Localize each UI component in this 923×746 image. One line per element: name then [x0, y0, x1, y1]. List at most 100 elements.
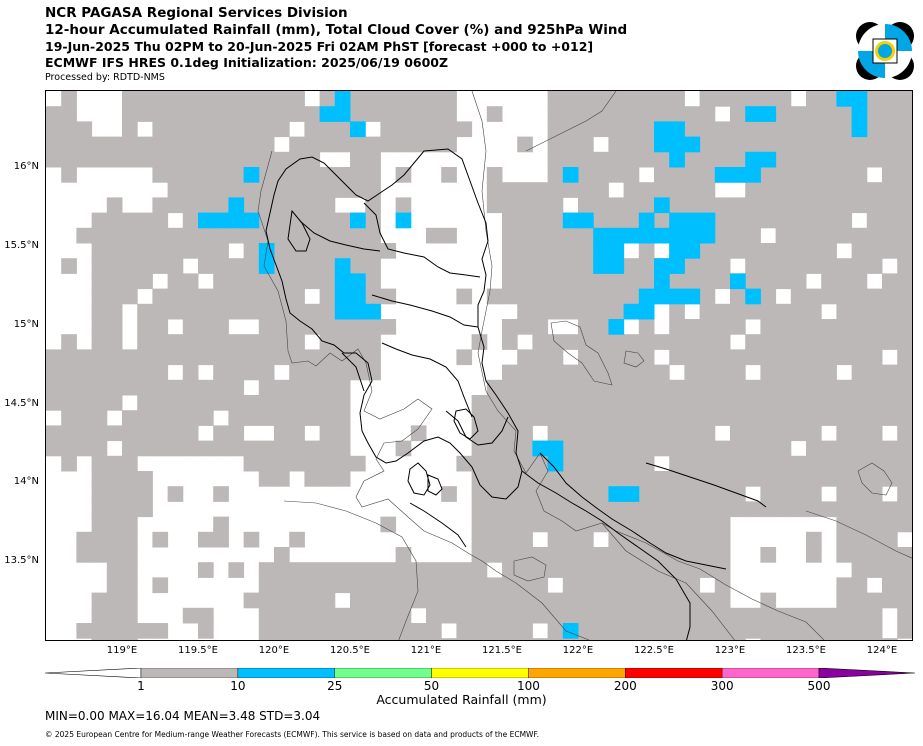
colorbar-title: Accumulated Rainfall (mm)	[376, 692, 547, 707]
cloud-cell	[775, 440, 792, 457]
cloud-cell	[547, 227, 564, 244]
cloud-cell	[182, 212, 199, 229]
cloud-cell	[806, 106, 822, 122]
cloud-cell	[866, 136, 883, 153]
cloud-cell	[198, 121, 214, 138]
cloud-cell	[608, 364, 625, 381]
cloud-cell	[714, 638, 731, 640]
cloud-cell	[897, 91, 912, 107]
cloud-cell	[380, 607, 397, 624]
cloud-cell	[836, 547, 853, 563]
cloud-cell	[319, 121, 336, 138]
cloud-cell	[654, 425, 670, 442]
cloud-cell	[274, 334, 290, 350]
cloud-cell	[775, 182, 792, 198]
cloud-cell	[380, 638, 397, 640]
cloud-cell	[350, 227, 366, 244]
cloud-cell	[897, 623, 912, 639]
cloud-cell	[486, 410, 503, 426]
cloud-cell	[258, 638, 275, 640]
rain-cell	[608, 258, 625, 274]
cloud-cell	[274, 607, 290, 624]
cloud-cell	[532, 577, 549, 594]
cloud-cell	[334, 425, 351, 442]
cloud-cell	[836, 106, 853, 122]
cloud-cell	[213, 379, 229, 396]
cloud-cell	[578, 592, 594, 609]
cloud-cell	[137, 227, 153, 244]
cloud-cell	[623, 395, 640, 411]
cloud-cell	[806, 258, 822, 274]
cloud-cell	[912, 547, 913, 563]
cloud-cell	[882, 592, 898, 609]
cloud-cell	[76, 623, 93, 639]
cloud-cell	[289, 623, 305, 639]
cloud-cell	[638, 638, 655, 640]
cloud-cell	[684, 106, 701, 122]
cloud-cell	[198, 440, 214, 457]
cloud-cell	[319, 395, 336, 411]
cloud-cell	[304, 136, 321, 153]
cloud-cell	[152, 334, 169, 350]
colorbar-segment	[237, 668, 335, 678]
cloud-cell	[623, 425, 640, 442]
cloud-cell	[699, 607, 716, 624]
cloud-cell	[714, 516, 731, 533]
cloud-cell	[730, 364, 746, 381]
cloud-cell	[365, 91, 381, 107]
cloud-cell	[426, 91, 442, 107]
cloud-cell	[912, 608, 913, 624]
cloud-cell	[198, 623, 214, 639]
cloud-cell	[76, 227, 93, 244]
cloud-cell	[912, 243, 913, 259]
cloud-cell	[882, 121, 898, 138]
cloud-cell	[365, 136, 381, 153]
cloud-cell	[714, 334, 731, 350]
cloud-cell	[669, 562, 685, 578]
cloud-cell	[745, 410, 761, 426]
cloud-cell	[456, 592, 473, 609]
cloud-cell	[775, 121, 792, 138]
cloud-cell	[882, 334, 898, 350]
rain-cell	[684, 288, 701, 305]
cloud-cell	[669, 91, 685, 107]
cloud-cell	[730, 91, 746, 107]
cloud-cell	[380, 562, 397, 578]
cloud-cell	[912, 91, 913, 107]
cloud-cell	[486, 425, 503, 442]
cloud-cell	[623, 288, 640, 305]
cloud-cell	[547, 151, 564, 168]
cloud-cell	[760, 243, 777, 259]
cloud-cell	[213, 227, 229, 244]
cloud-cell	[882, 319, 898, 335]
cloud-cell	[532, 258, 549, 274]
cloud-cell	[410, 577, 427, 594]
cloud-cell	[714, 471, 731, 487]
cloud-cell	[365, 562, 381, 578]
cloud-cell	[684, 410, 701, 426]
cloud-cell	[730, 623, 746, 639]
cloud-cell	[319, 410, 336, 426]
colorbar-over-triangle	[818, 668, 915, 678]
cloud-cell	[334, 638, 351, 640]
cloud-cell	[471, 425, 488, 442]
cloud-cell	[806, 288, 822, 305]
cloud-cell	[730, 501, 746, 518]
cloud-cell	[502, 577, 518, 594]
cloud-cell	[760, 501, 777, 518]
cloud-cell	[882, 410, 898, 426]
cloud-cell	[228, 562, 245, 578]
cloud-cell	[258, 136, 275, 153]
cloud-cell	[198, 243, 214, 259]
cloud-cell	[593, 486, 609, 502]
cloud-cell	[806, 547, 822, 563]
cloud-cell	[775, 227, 792, 244]
cloud-cell	[213, 349, 229, 366]
cloud-cell	[76, 349, 93, 366]
cloud-cell	[790, 379, 807, 396]
cloud-cell	[760, 455, 777, 472]
boundary-south-peninsula	[521, 470, 691, 640]
cloud-cell	[167, 410, 184, 426]
cloud-cell	[61, 258, 77, 274]
cloud-cell	[502, 197, 518, 214]
